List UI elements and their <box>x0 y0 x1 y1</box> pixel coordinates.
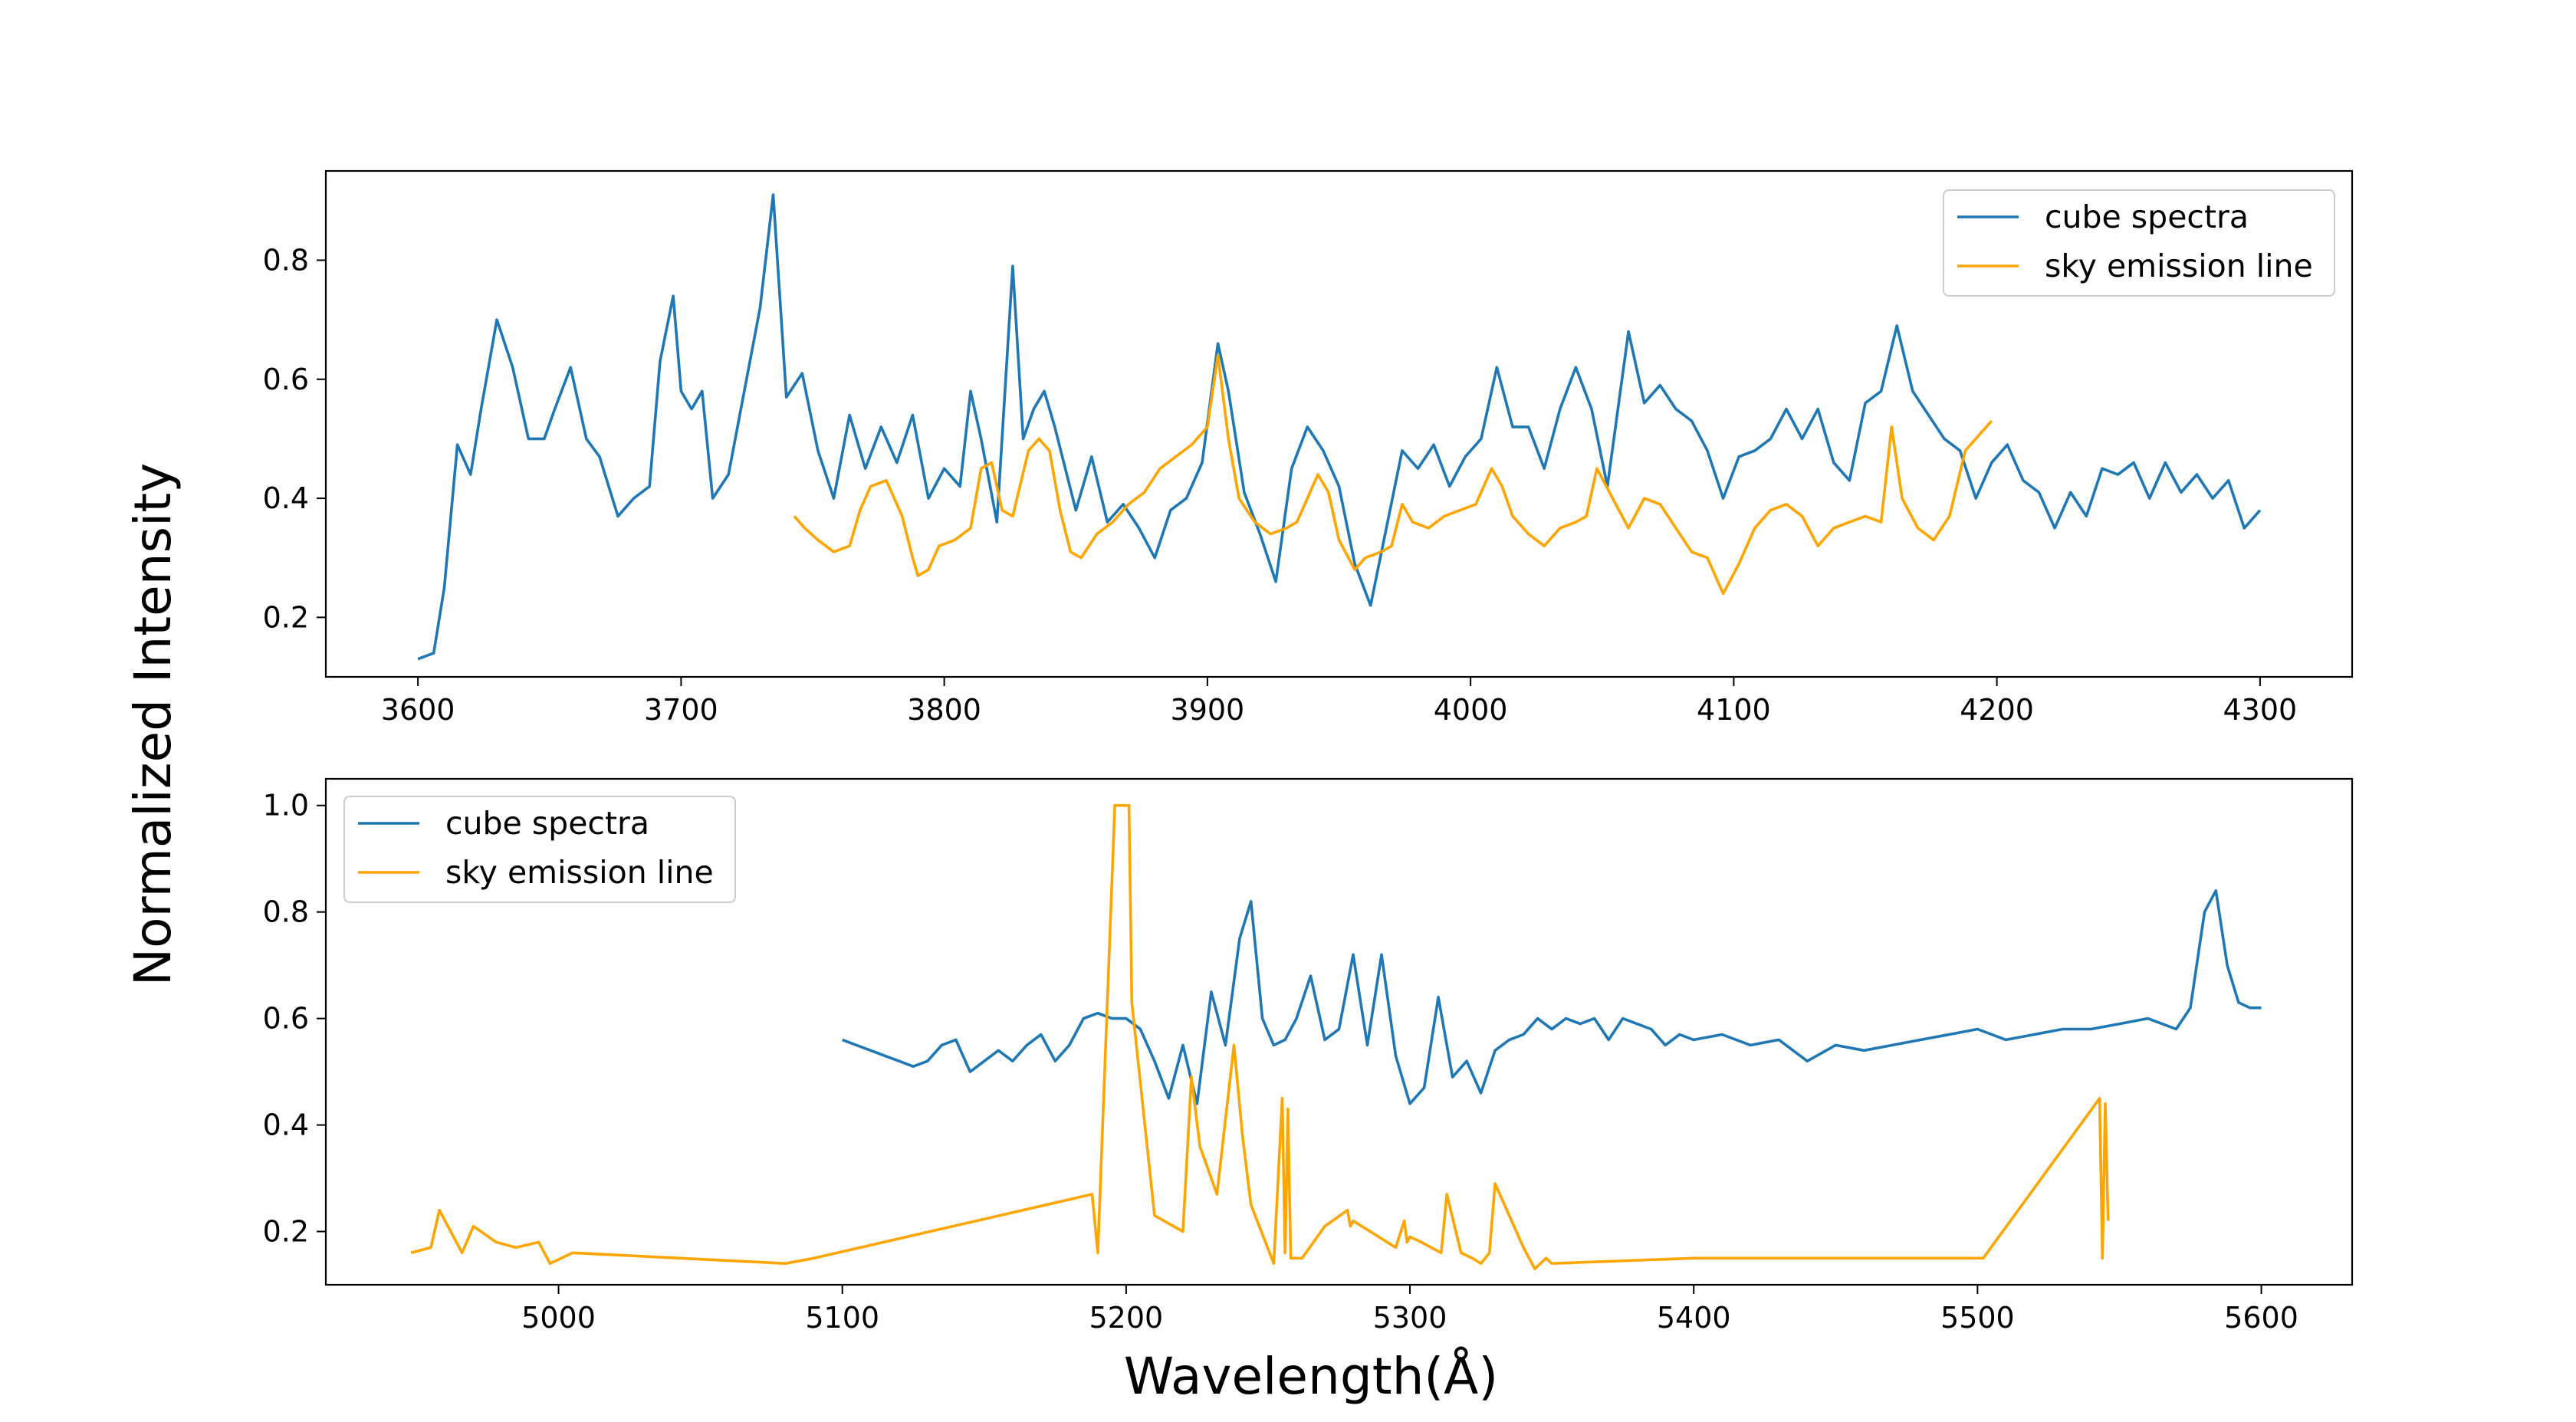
bottom-chart: 5000 5100 5200 5300 5400 5500 5600 0.2 0.4 0.6 0.8… <box>263 777 2354 1335</box>
x-tick-label: 3700 <box>644 693 718 727</box>
y-tick-label: 0.4 <box>263 1108 309 1142</box>
y-tick-label: 0.4 <box>263 481 309 515</box>
x-tick-label: 5300 <box>1373 1301 1447 1335</box>
x-tick-label: 3600 <box>381 693 455 727</box>
legend: cube spectra sky emission line <box>343 796 736 903</box>
x-tick-label: 5400 <box>1657 1301 1731 1335</box>
x-tick-label: 4000 <box>1434 693 1508 727</box>
series-line-sky-emission-line <box>410 803 2110 1270</box>
top-chart: 3600 3700 3800 3900 4000 4100 4200 4300 0.2 0.4 0.… <box>263 169 2354 727</box>
y-tick-label: 0.6 <box>263 1002 309 1036</box>
y-tick-label: 0.2 <box>263 1215 309 1249</box>
series-line-cube-spectra <box>842 889 2262 1105</box>
y-tick-label: 0.8 <box>263 895 309 929</box>
series-line-sky-emission-line <box>793 353 1993 596</box>
x-tick-label: 3800 <box>907 693 981 727</box>
legend-label: cube spectra <box>445 805 649 842</box>
legend-label: cube spectra <box>2045 199 2249 235</box>
y-axis-title: Normalized Intensity <box>123 463 182 987</box>
legend-label: sky emission line <box>2045 248 2313 284</box>
y-tick-label: 0.2 <box>263 600 309 634</box>
x-tick-label: 5600 <box>2224 1301 2298 1335</box>
x-tick-label: 3900 <box>1171 693 1245 727</box>
legend-label: sky emission line <box>445 854 714 891</box>
legend-box <box>343 796 736 903</box>
x-axis-title: Wavelength(Å) <box>1124 1347 1498 1406</box>
plot-frame <box>324 169 2354 678</box>
legend: cube spectra sky emission line <box>1943 189 2335 297</box>
x-tick-label: 5000 <box>521 1301 596 1335</box>
y-tick-label: 0.6 <box>263 363 309 396</box>
x-tick-label: 4300 <box>2223 693 2298 727</box>
legend-box <box>1943 189 2335 297</box>
x-tick-label: 5100 <box>805 1301 879 1335</box>
series-line-cube-spectra <box>417 193 2262 661</box>
y-tick-label: 1.0 <box>263 789 309 823</box>
x-tick-label: 4200 <box>1960 693 2034 727</box>
plot-frame <box>324 777 2354 1286</box>
x-tick-label: 5500 <box>1940 1301 2015 1335</box>
y-tick-label: 0.8 <box>263 243 309 277</box>
x-tick-label: 4100 <box>1697 693 1771 727</box>
x-tick-label: 5200 <box>1089 1301 1164 1335</box>
